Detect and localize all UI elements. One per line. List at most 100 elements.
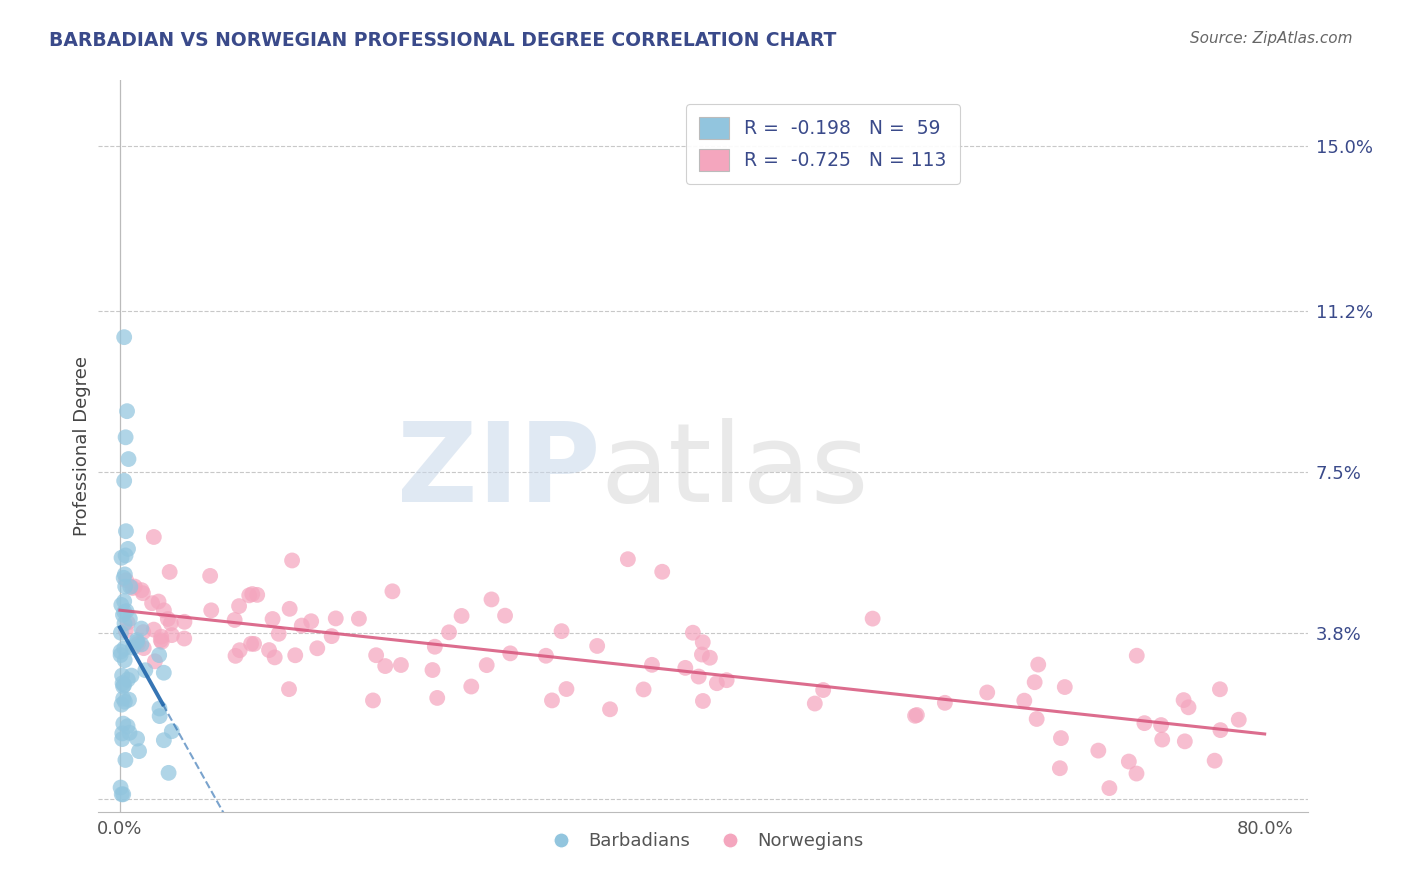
Point bbox=[534, 648, 557, 663]
Point bbox=[128, 744, 150, 758]
Point bbox=[122, 640, 145, 655]
Point bbox=[117, 673, 139, 687]
Point bbox=[111, 787, 134, 801]
Point bbox=[381, 584, 404, 599]
Point bbox=[361, 693, 384, 707]
Point bbox=[1204, 754, 1226, 768]
Point bbox=[263, 650, 285, 665]
Point bbox=[257, 643, 280, 657]
Point bbox=[1227, 713, 1250, 727]
Point bbox=[246, 588, 269, 602]
Point bbox=[1152, 732, 1174, 747]
Point bbox=[117, 541, 139, 556]
Point bbox=[118, 692, 141, 706]
Point bbox=[1049, 761, 1071, 775]
Text: atlas: atlas bbox=[600, 418, 869, 525]
Point bbox=[132, 586, 155, 600]
Point bbox=[1024, 675, 1046, 690]
Point bbox=[599, 702, 621, 716]
Point bbox=[555, 681, 578, 696]
Point bbox=[112, 571, 135, 585]
Point bbox=[112, 474, 135, 488]
Point bbox=[127, 637, 149, 651]
Point bbox=[481, 592, 503, 607]
Point bbox=[142, 623, 165, 637]
Point bbox=[389, 658, 412, 673]
Point bbox=[688, 669, 710, 683]
Point bbox=[651, 565, 673, 579]
Point bbox=[1150, 718, 1173, 732]
Point bbox=[124, 580, 146, 594]
Point bbox=[118, 612, 141, 626]
Point bbox=[450, 609, 472, 624]
Point bbox=[262, 612, 284, 626]
Point bbox=[307, 641, 329, 656]
Point bbox=[159, 616, 181, 631]
Point bbox=[117, 615, 139, 630]
Point bbox=[374, 659, 396, 673]
Point bbox=[1177, 700, 1199, 714]
Point bbox=[143, 654, 166, 668]
Point bbox=[366, 648, 388, 663]
Point bbox=[114, 579, 136, 593]
Point bbox=[159, 565, 181, 579]
Point bbox=[460, 680, 482, 694]
Point bbox=[1053, 680, 1076, 694]
Point bbox=[160, 724, 183, 739]
Point bbox=[716, 673, 738, 688]
Point bbox=[1173, 693, 1195, 707]
Point bbox=[112, 716, 135, 731]
Point bbox=[131, 637, 153, 651]
Point bbox=[111, 676, 134, 690]
Point bbox=[228, 599, 250, 613]
Point bbox=[541, 693, 564, 707]
Point bbox=[149, 633, 172, 648]
Point bbox=[699, 650, 721, 665]
Point bbox=[904, 708, 927, 723]
Point bbox=[682, 625, 704, 640]
Point bbox=[225, 648, 247, 663]
Point bbox=[110, 598, 132, 612]
Point bbox=[150, 634, 173, 648]
Point bbox=[152, 665, 174, 680]
Point bbox=[1098, 781, 1121, 796]
Point bbox=[111, 607, 134, 622]
Point bbox=[110, 698, 132, 712]
Point bbox=[125, 731, 148, 746]
Point bbox=[117, 452, 139, 467]
Point bbox=[1050, 731, 1073, 745]
Point bbox=[112, 678, 135, 692]
Point bbox=[278, 602, 301, 616]
Point bbox=[153, 603, 176, 617]
Point bbox=[690, 648, 713, 662]
Point bbox=[422, 663, 444, 677]
Point bbox=[229, 643, 252, 657]
Point bbox=[114, 624, 136, 638]
Point bbox=[148, 594, 170, 608]
Point bbox=[118, 726, 141, 740]
Point bbox=[240, 637, 263, 651]
Point bbox=[1125, 766, 1147, 780]
Point bbox=[156, 612, 179, 626]
Point bbox=[1133, 716, 1156, 731]
Point bbox=[475, 658, 498, 673]
Point bbox=[692, 635, 714, 649]
Point bbox=[1026, 657, 1049, 672]
Point bbox=[811, 683, 834, 698]
Point bbox=[115, 604, 138, 618]
Point bbox=[238, 588, 260, 602]
Point bbox=[1126, 648, 1149, 663]
Text: BARBADIAN VS NORWEGIAN PROFESSIONAL DEGREE CORRELATION CHART: BARBADIAN VS NORWEGIAN PROFESSIONAL DEGR… bbox=[49, 31, 837, 50]
Point bbox=[148, 701, 170, 715]
Point bbox=[617, 552, 640, 566]
Text: ZIP: ZIP bbox=[396, 418, 600, 525]
Point bbox=[110, 625, 132, 640]
Point bbox=[114, 653, 136, 667]
Point bbox=[110, 550, 132, 565]
Point bbox=[321, 629, 343, 643]
Point bbox=[112, 605, 135, 619]
Point bbox=[111, 668, 134, 682]
Point bbox=[112, 691, 135, 706]
Point bbox=[153, 733, 176, 747]
Point bbox=[494, 608, 516, 623]
